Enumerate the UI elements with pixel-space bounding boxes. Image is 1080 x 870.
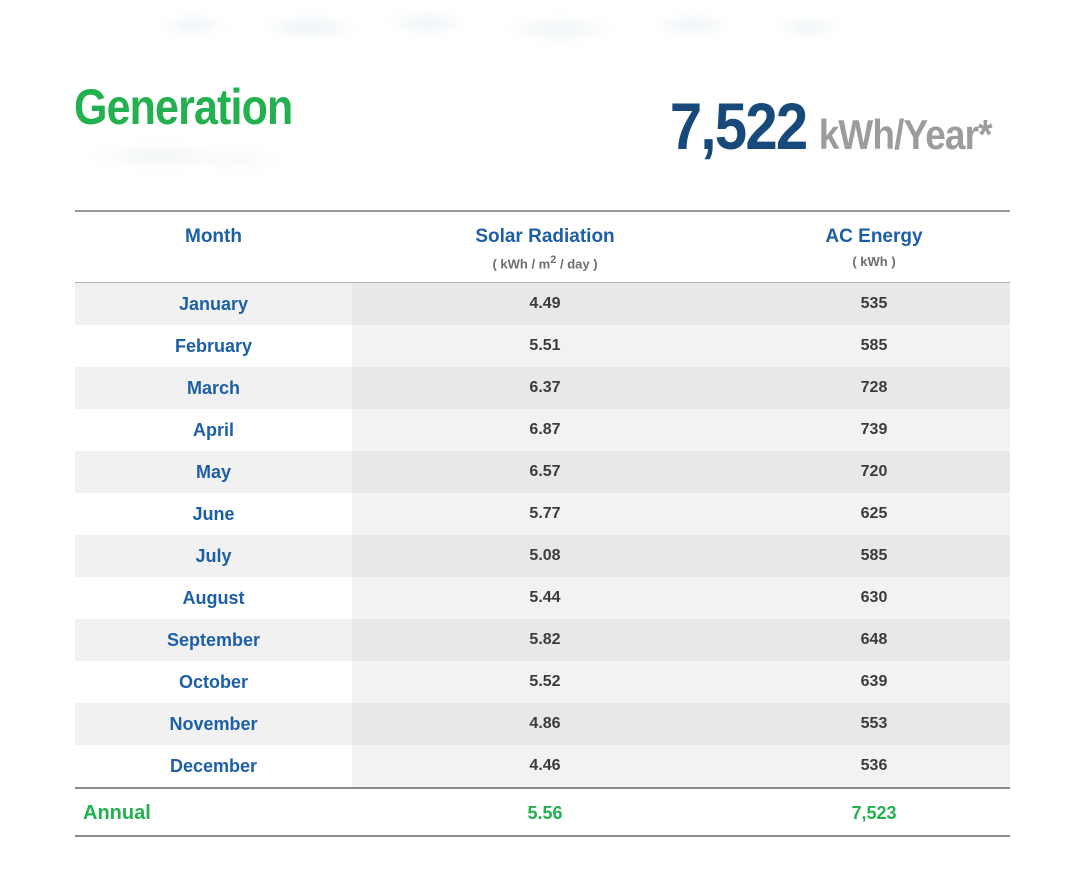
redacted-text-artifact	[128, 6, 958, 48]
month-cell: February	[75, 325, 352, 368]
table-row: August 5.44 630	[75, 577, 1010, 620]
month-cell: September	[75, 619, 352, 662]
energy-cell: 553	[738, 703, 1010, 746]
annual-energy-value: 7,523	[851, 803, 897, 824]
table-row: March 6.37 728	[75, 367, 1010, 410]
annual-output-unit: kWh/Year*	[819, 111, 993, 158]
radiation-cell: 6.87	[352, 409, 738, 452]
redacted-text-artifact	[76, 138, 286, 174]
annual-output-headline: 7,522 kWh/Year*	[670, 88, 993, 164]
energy-cell: 630	[738, 577, 1010, 620]
page-title: Generation	[74, 79, 293, 135]
column-header-energy-label: AC Energy	[825, 226, 923, 247]
month-cell: June	[75, 493, 352, 536]
radiation-cell: 5.44	[352, 577, 738, 620]
table-row: September 5.82 648	[75, 619, 1010, 662]
radiation-unit-suffix: / day )	[556, 256, 598, 272]
radiation-unit-superscript: 2	[550, 254, 557, 266]
annual-output-value: 7,522	[670, 89, 808, 163]
table-row: December 4.46 536	[75, 745, 1010, 788]
column-header-month: Month	[75, 226, 352, 271]
radiation-cell: 5.82	[352, 619, 738, 662]
radiation-cell: 5.51	[352, 325, 738, 368]
column-header-month-label: Month	[185, 226, 242, 247]
radiation-cell: 6.37	[352, 367, 738, 410]
month-cell: January	[75, 283, 352, 326]
energy-cell: 536	[738, 745, 1010, 788]
energy-cell: 720	[738, 451, 1010, 494]
column-header-energy-unit: ( kWh )	[852, 254, 896, 269]
table-row: February 5.51 585	[75, 325, 1010, 368]
energy-cell: 625	[738, 493, 1010, 536]
radiation-cell: 4.46	[352, 745, 738, 788]
annual-label: Annual	[83, 802, 151, 825]
radiation-cell: 4.86	[352, 703, 738, 746]
table-header-row: Month Solar Radiation ( kWh / m2 / day )…	[75, 212, 1010, 284]
month-cell: October	[75, 661, 352, 704]
table-body: January 4.49 535 February 5.51 585 March…	[75, 283, 1010, 788]
energy-cell: 639	[738, 661, 1010, 704]
month-cell: December	[75, 745, 352, 788]
table-row: May 6.57 720	[75, 451, 1010, 494]
table-row: June 5.77 625	[75, 493, 1010, 536]
table-row: April 6.87 739	[75, 409, 1010, 452]
radiation-cell: 5.52	[352, 661, 738, 704]
column-header-energy: AC Energy ( kWh )	[738, 226, 1010, 271]
month-cell: August	[75, 577, 352, 620]
radiation-cell: 5.77	[352, 493, 738, 536]
table-row: January 4.49 535	[75, 283, 1010, 326]
energy-cell: 535	[738, 283, 1010, 326]
column-header-radiation-label: Solar Radiation	[475, 226, 615, 247]
month-cell: May	[75, 451, 352, 494]
energy-cell: 728	[738, 367, 1010, 410]
month-cell: March	[75, 367, 352, 410]
radiation-cell: 5.08	[352, 535, 738, 578]
month-cell: April	[75, 409, 352, 452]
radiation-cell: 4.49	[352, 283, 738, 326]
table-row: July 5.08 585	[75, 535, 1010, 578]
column-header-radiation: Solar Radiation ( kWh / m2 / day )	[352, 226, 738, 271]
energy-cell: 648	[738, 619, 1010, 662]
table-row: October 5.52 639	[75, 661, 1010, 704]
annual-radiation-value: 5.56	[527, 803, 563, 824]
energy-cell: 585	[738, 535, 1010, 578]
month-cell: July	[75, 535, 352, 578]
table-row: November 4.86 553	[75, 703, 1010, 746]
energy-cell: 585	[738, 325, 1010, 368]
radiation-unit-prefix: ( kWh / m	[492, 256, 551, 272]
annual-summary-row: Annual 5.56 7,523	[75, 787, 1010, 838]
column-header-radiation-unit: ( kWh / m2 / day )	[352, 254, 738, 271]
energy-cell: 739	[738, 409, 1010, 452]
month-cell: November	[75, 703, 352, 746]
generation-table: Month Solar Radiation ( kWh / m2 / day )…	[75, 210, 1010, 838]
radiation-cell: 6.57	[352, 451, 738, 494]
